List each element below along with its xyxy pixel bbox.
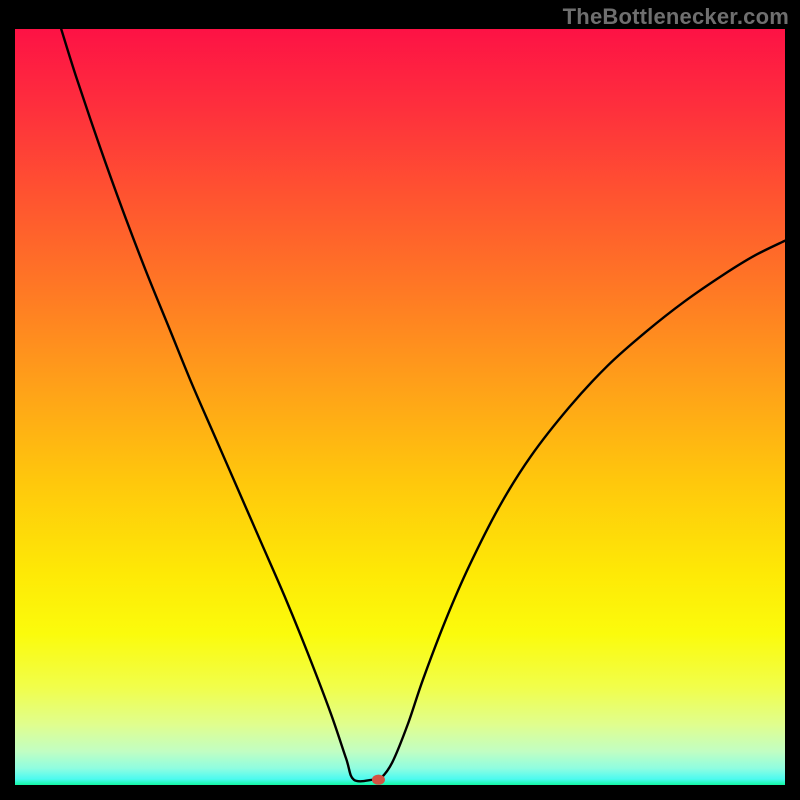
watermark-label: TheBottlenecker.com xyxy=(563,4,789,30)
chart-svg xyxy=(15,29,785,785)
gradient-background xyxy=(15,29,785,785)
selection-marker xyxy=(372,775,384,784)
bottleneck-chart xyxy=(15,29,785,785)
